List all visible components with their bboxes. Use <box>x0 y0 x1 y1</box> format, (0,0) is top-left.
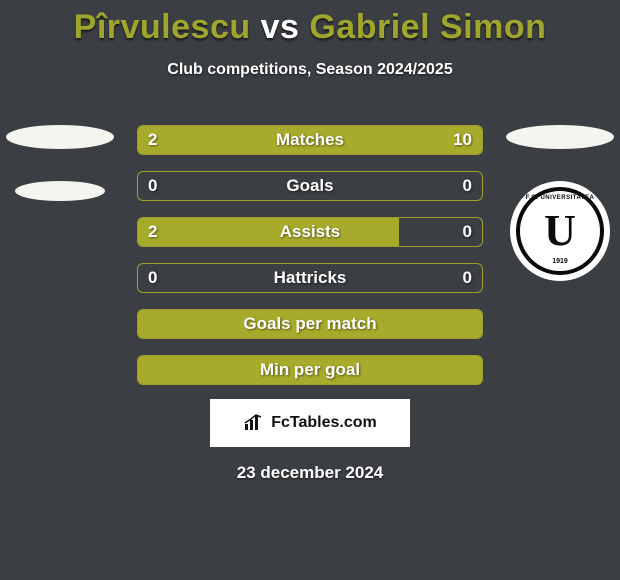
date-text: 23 december 2024 <box>0 463 620 483</box>
stat-label: Assists <box>280 222 340 242</box>
right-player-badges: F.C. UNIVERSITATEA U 1919 <box>506 125 614 281</box>
comparison-body: F.C. UNIVERSITATEA U 1919 2 10 Matches 0 0 Go… <box>0 125 620 483</box>
club-logo: F.C. UNIVERSITATEA U 1919 <box>510 181 610 281</box>
stat-label: Goals per match <box>243 314 376 334</box>
stat-value-left: 0 <box>148 176 157 196</box>
comparison-title: Pîrvulescu vs Gabriel Simon <box>0 0 620 47</box>
stat-value-left: 2 <box>148 222 157 242</box>
club-logo-year: 1919 <box>552 258 568 265</box>
left-player-badges <box>6 125 114 201</box>
brand-chart-icon <box>243 414 265 432</box>
placeholder-shape <box>6 125 114 149</box>
placeholder-shape <box>506 125 614 149</box>
player-right-name: Gabriel Simon <box>309 8 546 46</box>
placeholder-shape <box>15 181 105 201</box>
subtitle: Club competitions, Season 2024/2025 <box>0 61 620 79</box>
player-left-name: Pîrvulescu <box>74 8 251 46</box>
stat-value-right: 0 <box>463 176 472 196</box>
stat-row: 0 0 Hattricks <box>137 263 483 293</box>
stat-label: Matches <box>276 130 344 150</box>
stat-value-right: 0 <box>463 222 472 242</box>
stat-value-left: 0 <box>148 268 157 288</box>
stat-row: 0 0 Goals <box>137 171 483 201</box>
stat-row: Goals per match <box>137 309 483 339</box>
vs-text: vs <box>261 8 300 46</box>
stat-bars: 2 10 Matches 0 0 Goals 2 0 Assists 0 0 Hattricks Goa… <box>137 125 483 385</box>
brand-box: FcTables.com <box>210 399 410 447</box>
stat-row: 2 10 Matches <box>137 125 483 155</box>
club-logo-top-text: F.C. UNIVERSITATEA <box>526 195 595 201</box>
stat-value-right: 0 <box>463 268 472 288</box>
stat-fill-left <box>138 126 195 154</box>
stat-row: Min per goal <box>137 355 483 385</box>
stat-label: Goals <box>286 176 333 196</box>
stat-value-right: 10 <box>453 130 472 150</box>
stat-label: Min per goal <box>260 360 360 380</box>
stat-value-left: 2 <box>148 130 157 150</box>
stat-row: 2 0 Assists <box>137 217 483 247</box>
stat-label: Hattricks <box>274 268 347 288</box>
stat-fill-left <box>138 218 399 246</box>
brand-text: FcTables.com <box>271 414 377 432</box>
club-logo-center: U <box>544 209 576 253</box>
